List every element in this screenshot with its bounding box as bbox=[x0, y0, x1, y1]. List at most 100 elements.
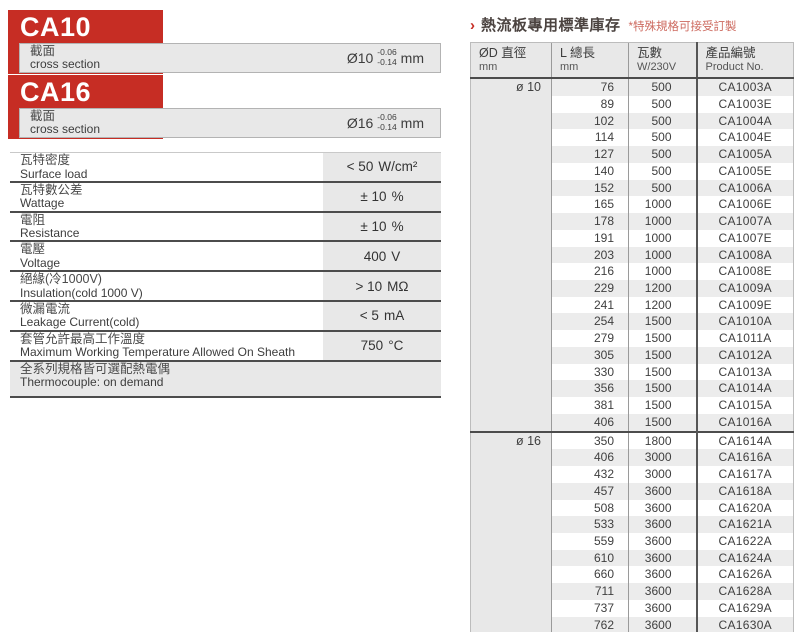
length-cell: 165 bbox=[551, 196, 629, 214]
wattage-cell: 1000 bbox=[628, 229, 697, 247]
spec-value: > 10 MΩ bbox=[323, 272, 441, 300]
length-cell: 350 bbox=[551, 430, 629, 450]
column-header-label: L 總長 bbox=[560, 46, 595, 60]
table-row: 406 1500 CA1016A bbox=[471, 413, 794, 432]
diameter-value: Ø16 bbox=[346, 115, 374, 131]
spec-label-en: Voltage bbox=[20, 255, 61, 270]
spec-value-number: 750 bbox=[360, 338, 384, 354]
table-row: 254 1500 CA1010A bbox=[471, 313, 794, 331]
table-row: 330 1500 CA1013A bbox=[471, 363, 794, 381]
length-cell: 432 bbox=[551, 466, 629, 483]
inventory-title: 熱流板專用標準庫存 bbox=[481, 17, 621, 34]
product-no-cell: CA1008A bbox=[695, 246, 794, 264]
spec-value: 750 °C bbox=[323, 331, 441, 360]
spec-label-zh: 微漏電流 bbox=[20, 301, 71, 316]
table-row: ø 16 350 1800 CA1614A bbox=[470, 430, 794, 632]
column-header-label: 產品編號 bbox=[705, 46, 756, 60]
tolerance-upper: -0.06 bbox=[377, 112, 397, 123]
diameter-group-cell: ø 10 bbox=[470, 78, 552, 432]
column-header-sub: W/230V bbox=[637, 61, 677, 73]
product-no-cell: CA1006A bbox=[695, 179, 794, 197]
length-cell: 457 bbox=[551, 482, 629, 500]
product-no-cell: CA1013A bbox=[695, 363, 794, 381]
product-no-cell: CA1622A bbox=[695, 533, 794, 550]
cross-section-value-ca10: Ø10 -0.06 -0.14 mm bbox=[347, 44, 424, 72]
spec-label-zh: 電阻 bbox=[20, 212, 46, 227]
column-header-sub: Product No. bbox=[705, 61, 764, 73]
table-row: 203 1000 CA1008A bbox=[471, 246, 794, 264]
cross-section-label-en: cross section bbox=[30, 122, 101, 137]
table-row: 737 3600 CA1629A bbox=[471, 599, 794, 617]
product-no-cell: CA1012A bbox=[695, 346, 794, 364]
cross-section-bar-ca10: 截面 cross section Ø10 -0.06 -0.14 mm bbox=[19, 43, 441, 73]
spec-value-unit: V bbox=[391, 248, 401, 264]
tolerance-stack: -0.06 -0.14 bbox=[377, 112, 397, 133]
wattage-cell: 3600 bbox=[628, 566, 697, 584]
wattage-cell: 500 bbox=[628, 146, 697, 163]
product-no-cell: CA1617A bbox=[695, 466, 794, 483]
spec-row-resistance: 電阻 Resistance ± 10% bbox=[10, 212, 441, 243]
tolerance-lower: -0.14 bbox=[377, 122, 397, 132]
product-no-cell: CA1003A bbox=[695, 78, 794, 96]
product-no-cell: CA1629A bbox=[695, 599, 794, 617]
wattage-cell: 500 bbox=[628, 112, 697, 130]
length-cell: 533 bbox=[551, 516, 629, 534]
length-cell: 241 bbox=[551, 296, 629, 314]
length-cell: 406 bbox=[551, 413, 629, 432]
wattage-cell: 3000 bbox=[628, 449, 697, 467]
wattage-cell: 3600 bbox=[628, 482, 697, 500]
wattage-cell: 1000 bbox=[628, 263, 697, 280]
spec-value-unit: MΩ bbox=[387, 278, 409, 294]
spec-row-thermocouple: 全系列規格皆可選配熱電偶 Thermocouple: on demand bbox=[10, 361, 441, 398]
spec-value: ± 10% bbox=[323, 212, 441, 241]
product-no-cell: CA1004A bbox=[695, 112, 794, 130]
length-cell: 216 bbox=[551, 263, 629, 280]
spec-label-en: Surface load bbox=[20, 166, 88, 181]
wattage-cell: 3600 bbox=[628, 616, 697, 632]
wattage-cell: 3600 bbox=[628, 583, 697, 600]
length-cell: 381 bbox=[551, 397, 629, 414]
spec-label-zh: 套管允許最高工作溫度 bbox=[20, 331, 146, 346]
length-cell: 191 bbox=[551, 229, 629, 247]
wattage-cell: 3600 bbox=[628, 516, 697, 534]
wattage-cell: 1500 bbox=[628, 413, 697, 432]
spec-value-number: < 5 bbox=[359, 308, 379, 324]
product-no-cell: CA1004E bbox=[695, 129, 794, 147]
table-row: 241 1200 CA1009E bbox=[471, 296, 794, 314]
product-code-ca10: CA10 bbox=[20, 12, 92, 42]
spec-value-unit: °C bbox=[388, 338, 404, 354]
spec-value-number: < 50 bbox=[346, 159, 374, 175]
column-header-sub: mm bbox=[479, 61, 498, 73]
table-row: 165 1000 CA1006E bbox=[471, 196, 794, 214]
wattage-cell: 1800 bbox=[628, 430, 697, 450]
wattage-cell: 1000 bbox=[628, 196, 697, 214]
spec-label-zh: 全系列規格皆可選配熱電偶 bbox=[20, 361, 171, 376]
length-cell: 152 bbox=[551, 179, 629, 197]
diameter-unit: mm bbox=[400, 115, 424, 131]
length-cell: 559 bbox=[551, 533, 629, 550]
spec-label-en: Wattage bbox=[20, 196, 65, 211]
tolerance-upper: -0.06 bbox=[377, 47, 397, 58]
wattage-cell: 1500 bbox=[628, 363, 697, 381]
diameter-value: Ø10 bbox=[346, 50, 374, 66]
product-no-cell: CA1628A bbox=[695, 583, 794, 600]
spec-value: ± 10% bbox=[323, 182, 441, 211]
spec-row-voltage: 電壓 Voltage 400 V bbox=[10, 242, 441, 273]
length-cell: 356 bbox=[551, 380, 629, 398]
table-row: 102 500 CA1004A bbox=[471, 112, 794, 130]
length-cell: 229 bbox=[551, 280, 629, 297]
cross-section-value-ca16: Ø16 -0.06 -0.14 mm bbox=[347, 109, 424, 137]
spec-value: < 50 W/cm² bbox=[323, 153, 441, 181]
table-row: 140 500 CA1005E bbox=[471, 162, 794, 180]
column-header-sub: mm bbox=[560, 61, 579, 73]
cross-section-labels: 截面 cross section bbox=[20, 45, 100, 71]
wattage-cell: 3600 bbox=[628, 599, 697, 617]
diameter-group-cell: ø 16 bbox=[470, 430, 552, 632]
tolerance-stack: -0.06 -0.14 bbox=[377, 47, 397, 68]
length-cell: 127 bbox=[551, 146, 629, 163]
wattage-cell: 1500 bbox=[628, 330, 697, 347]
table-row: 356 1500 CA1014A bbox=[471, 380, 794, 398]
inventory-header: ØD 直徑 mm L 總長 mm 瓦數 W/230V 產品編號 Product … bbox=[470, 42, 794, 80]
wattage-cell: 1200 bbox=[628, 296, 697, 314]
wattage-cell: 1500 bbox=[628, 380, 697, 398]
